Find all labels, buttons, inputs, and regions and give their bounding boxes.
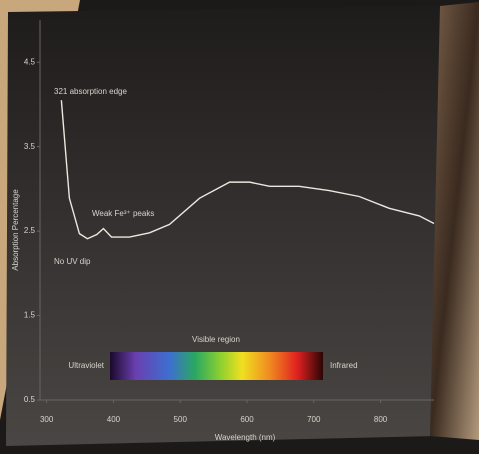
x-tick-label: 500 — [174, 415, 188, 424]
x-axis-label: Wavelength (nm) — [215, 433, 276, 442]
y-tick-label: 2.5 — [24, 226, 36, 235]
x-tick-label: 400 — [107, 415, 121, 424]
annotation: Weak Fe³⁺ peaks — [92, 209, 154, 218]
y-tick-label: 0.5 — [24, 395, 36, 404]
x-tick-label: 800 — [374, 415, 388, 424]
y-axis-label: Absorption Percentage — [11, 189, 20, 271]
y-tick-label: 1.5 — [24, 311, 36, 320]
y-tick-label: 3.5 — [24, 142, 36, 151]
annotation: No UV dip — [54, 257, 91, 266]
x-tick-label: 700 — [307, 415, 321, 424]
annotation: Ultraviolet — [68, 361, 104, 370]
annotation: 321 absorption edge — [54, 87, 128, 96]
chart: Absorption Percentage Wavelength (nm) 0.… — [0, 0, 479, 454]
annotation: Infrared — [330, 361, 358, 370]
x-tick-label: 600 — [240, 415, 254, 424]
spectrum-bar — [110, 352, 323, 380]
x-tick-label: 300 — [40, 415, 54, 424]
annotation: Visible region — [192, 335, 240, 344]
y-tick-label: 4.5 — [24, 57, 36, 66]
